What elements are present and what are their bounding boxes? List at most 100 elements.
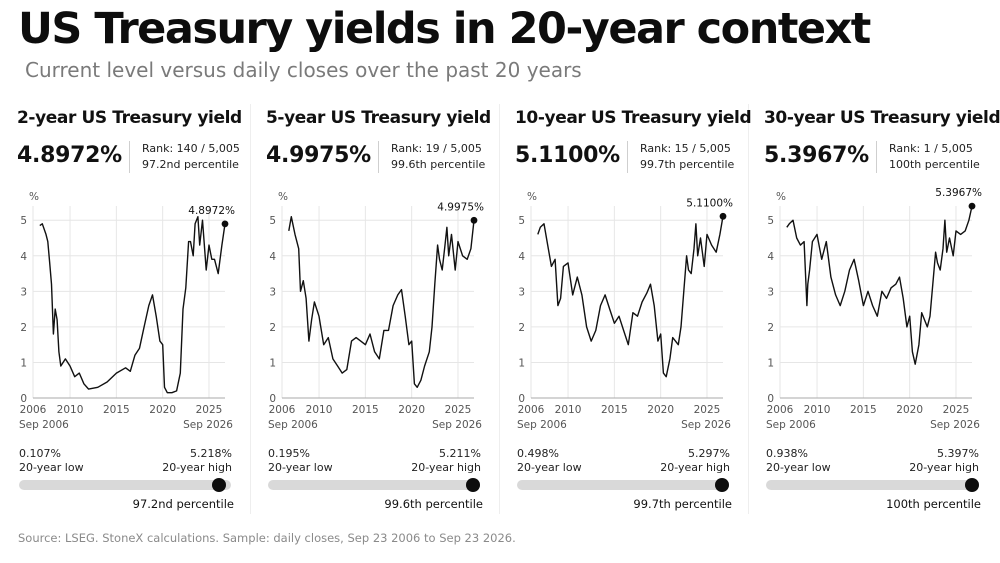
percentile-label: 99.7th percentile [633, 497, 732, 511]
x-tick-label: 2010 [804, 404, 831, 416]
series-line [39, 216, 226, 394]
x-tick-label: 2015 [352, 404, 379, 416]
rank-percentile: 99.7th percentile [640, 158, 735, 171]
x-tick-label: 2006 [767, 404, 794, 416]
y-tick-label: 1 [767, 357, 774, 369]
x-tick-label: 2015 [103, 404, 130, 416]
x-start-label: Sep 2006 [268, 419, 318, 431]
percentile-marker [964, 478, 979, 492]
last-value-label: 5.3967% [935, 188, 982, 199]
y-tick-label: 5 [767, 215, 774, 227]
low-label: 20-year low [517, 461, 582, 474]
y-tick-label: 0 [269, 393, 276, 405]
x-tick-label: 2010 [555, 404, 582, 416]
panel-title: 30-year US Treasury yield [764, 108, 1000, 128]
page-subtitle: Current level versus daily closes over t… [25, 58, 582, 82]
panel-title: 2-year US Treasury yield [17, 108, 242, 128]
x-end-label: Sep 2026 [183, 419, 233, 431]
y-axis-label: % [776, 191, 786, 203]
y-tick-label: 5 [269, 215, 276, 227]
y-axis-label: % [527, 191, 537, 203]
rank-box: Rank: 19 / 5,005 99.6th percentile [378, 141, 485, 173]
yield-chart: 0 1 2 3 4 5 2006 2010 2015 2020 2025% Sep 2006 Sep 2… [19, 191, 235, 431]
y-tick-label: 2 [767, 322, 774, 334]
percentile-label: 100th percentile [886, 497, 981, 511]
y-tick-label: 3 [20, 286, 27, 298]
y-tick-label: 0 [20, 393, 27, 405]
panel-divider [748, 104, 749, 514]
panel-title: 5-year US Treasury yield [266, 108, 491, 128]
y-tick-label: 4 [269, 251, 276, 263]
rank-percentile: 100th percentile [889, 158, 980, 171]
high-value: 5.211% [439, 447, 481, 460]
low-value: 0.938% [766, 447, 808, 460]
percentile-marker [715, 478, 730, 492]
twenty-year-low: 0.195% 20-year low [268, 447, 333, 475]
y-tick-label: 4 [518, 251, 525, 263]
panel-10y: 10-year US Treasury yield 5.1100% Rank: … [515, 100, 752, 520]
panel-2y: 2-year US Treasury yield 4.8972% Rank: 1… [17, 100, 252, 520]
x-tick-label: 2010 [306, 404, 333, 416]
low-value: 0.498% [517, 447, 559, 460]
y-tick-label: 3 [269, 286, 276, 298]
series-line [537, 216, 724, 378]
panel-30y: 30-year US Treasury yield 5.3967% Rank: … [764, 100, 1000, 520]
rank-box: Rank: 140 / 5,005 97.2nd percentile [129, 141, 240, 173]
twenty-year-high: 5.211% 20-year high [411, 447, 481, 475]
panel-5y: 5-year US Treasury yield 4.9975% Rank: 1… [266, 100, 501, 520]
yield-chart: 0 1 2 3 4 5 2006 2010 2015 2020 2025% Sep 2006 Sep 2… [517, 191, 733, 431]
percentile-bar [19, 478, 231, 492]
x-start-label: Sep 2006 [517, 419, 567, 431]
rank-text: Rank: 1 / 5,005 [889, 142, 973, 155]
y-tick-label: 0 [767, 393, 774, 405]
last-value-dot [719, 212, 727, 220]
percentile-bar [517, 478, 730, 492]
yield-chart: 0 1 2 3 4 5 2006 2010 2015 2020 2025% Sep 2006 Sep 2… [766, 188, 982, 431]
yield-chart: 0 1 2 3 4 5 2006 2010 2015 2020 2025% Sep 2006 Sep 2… [268, 191, 484, 431]
y-tick-label: 5 [20, 215, 27, 227]
low-label: 20-year low [268, 461, 333, 474]
high-label: 20-year high [411, 461, 481, 474]
twenty-year-high: 5.297% 20-year high [660, 447, 730, 475]
percentile-label: 99.6th percentile [384, 497, 483, 511]
twenty-year-low: 0.498% 20-year low [517, 447, 582, 475]
y-tick-label: 1 [518, 357, 525, 369]
twenty-year-low: 0.938% 20-year low [766, 447, 831, 475]
x-tick-label: 2025 [196, 404, 223, 416]
high-value: 5.218% [190, 447, 232, 460]
high-value: 5.397% [937, 447, 979, 460]
page-title: US Treasury yields in 20-year context [18, 4, 871, 54]
twenty-year-low: 0.107% 20-year low [19, 447, 84, 475]
x-end-label: Sep 2026 [681, 419, 731, 431]
y-axis-label: % [29, 191, 39, 203]
x-tick-label: 2025 [694, 404, 721, 416]
x-end-label: Sep 2026 [432, 419, 482, 431]
y-tick-label: 3 [518, 286, 525, 298]
x-tick-label: 2006 [518, 404, 545, 416]
current-yield: 4.9975% [266, 143, 371, 168]
source-note: Source: LSEG. StoneX calculations. Sampl… [18, 531, 516, 545]
percentile-bar [766, 478, 979, 492]
panel-title: 10-year US Treasury yield [515, 108, 752, 128]
y-tick-label: 1 [269, 357, 276, 369]
low-value: 0.107% [19, 447, 61, 460]
x-tick-label: 2020 [896, 404, 923, 416]
percentile-marker [465, 478, 480, 492]
y-tick-label: 2 [269, 322, 276, 334]
percentile-bar [268, 478, 480, 492]
y-tick-label: 1 [20, 357, 27, 369]
last-value-label: 5.1100% [686, 197, 733, 209]
y-tick-label: 2 [20, 322, 27, 334]
rank-percentile: 97.2nd percentile [142, 158, 239, 171]
high-label: 20-year high [660, 461, 730, 474]
low-value: 0.195% [268, 447, 310, 460]
x-tick-label: 2006 [20, 404, 47, 416]
percentile-label: 97.2nd percentile [132, 497, 234, 511]
x-tick-label: 2015 [601, 404, 628, 416]
rank-box: Rank: 1 / 5,005 100th percentile [876, 141, 980, 173]
x-tick-label: 2025 [445, 404, 472, 416]
last-value-dot [968, 202, 976, 210]
low-label: 20-year low [19, 461, 84, 474]
x-start-label: Sep 2006 [766, 419, 816, 431]
panel-divider [499, 104, 500, 514]
